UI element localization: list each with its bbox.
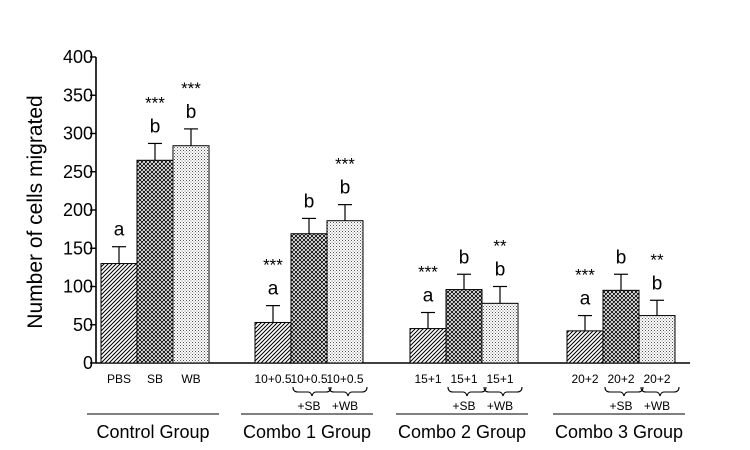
significance-label: ***: [181, 79, 201, 98]
bracket-brace: [640, 386, 680, 397]
group-label: Combo 2 Group: [398, 422, 526, 442]
bracket-brace: [328, 386, 368, 397]
significance-label: **: [493, 237, 507, 256]
group-label: Combo 3 Group: [555, 422, 683, 442]
bar-label: 20+2: [571, 372, 598, 386]
bar-label: 20+2: [607, 372, 634, 386]
bar-label: 20+2: [643, 372, 670, 386]
significance-label: ***: [335, 155, 355, 174]
y-tick-label: 400: [63, 47, 93, 67]
bracket-brace: [604, 386, 644, 397]
bar: [566, 330, 604, 364]
bar: [100, 263, 138, 364]
y-tick-label: 350: [63, 85, 93, 105]
bar: [290, 233, 328, 364]
bar: [481, 302, 519, 364]
group-letter-label: b: [304, 191, 315, 212]
significance-label: ***: [145, 93, 165, 112]
bar: [172, 145, 210, 364]
group-letter-label: a: [114, 220, 125, 241]
group-letter-label: b: [652, 273, 663, 294]
y-tick-label: 250: [63, 162, 93, 182]
significance-label: ***: [575, 266, 595, 285]
bar-label: WB: [181, 372, 200, 386]
group-letter-label: b: [340, 178, 351, 199]
bar: [602, 289, 640, 364]
group-letter-label: a: [423, 286, 434, 307]
significance-label: ***: [418, 263, 438, 282]
group-letter-label: b: [186, 102, 197, 123]
y-tick-label: 200: [63, 200, 93, 220]
bracket-brace: [483, 386, 523, 397]
y-tick-label: 300: [63, 124, 93, 144]
bar-label: 15+1: [486, 372, 513, 386]
group-label: Control Group: [96, 422, 209, 442]
group-letter-label: b: [459, 247, 470, 268]
bar: [638, 315, 676, 364]
bar-label: SB: [147, 372, 163, 386]
bar-label: PBS: [107, 372, 131, 386]
bar: [445, 289, 483, 364]
y-tick-label: 50: [73, 315, 93, 335]
group-letter-label: a: [268, 279, 279, 300]
group-letter-label: b: [150, 116, 161, 137]
bar: [326, 220, 364, 364]
bar-label: 10+0.5: [254, 372, 291, 386]
bar-label: 15+1: [414, 372, 441, 386]
group-letter-label: a: [580, 289, 591, 310]
y-tick-label: 150: [63, 238, 93, 258]
bracket-brace: [292, 386, 332, 397]
y-tick-label: 100: [63, 277, 93, 297]
bar: [254, 321, 292, 364]
significance-label: ***: [263, 256, 283, 275]
bar: [409, 328, 447, 364]
significance-label: **: [650, 250, 664, 269]
bar-sublabel: +WB: [487, 399, 513, 413]
y-axis-label: Number of cells migrated: [24, 95, 47, 328]
group-letter-label: b: [495, 260, 506, 281]
bar-label: 15+1: [450, 372, 477, 386]
y-tick-label: 0: [83, 353, 93, 373]
bar-sublabel: +WB: [644, 399, 670, 413]
group-label: Combo 1 Group: [243, 422, 371, 442]
group-letter-label: b: [616, 247, 627, 268]
bar: [136, 159, 174, 364]
bracket-brace: [447, 386, 487, 397]
bar-sublabel: +SB: [297, 399, 320, 413]
bar-sublabel: +SB: [609, 399, 632, 413]
bar-label: 10+0.5: [290, 372, 327, 386]
bar-sublabel: +SB: [452, 399, 475, 413]
bar-sublabel: +WB: [332, 399, 358, 413]
bar-label: 10+0.5: [326, 372, 363, 386]
